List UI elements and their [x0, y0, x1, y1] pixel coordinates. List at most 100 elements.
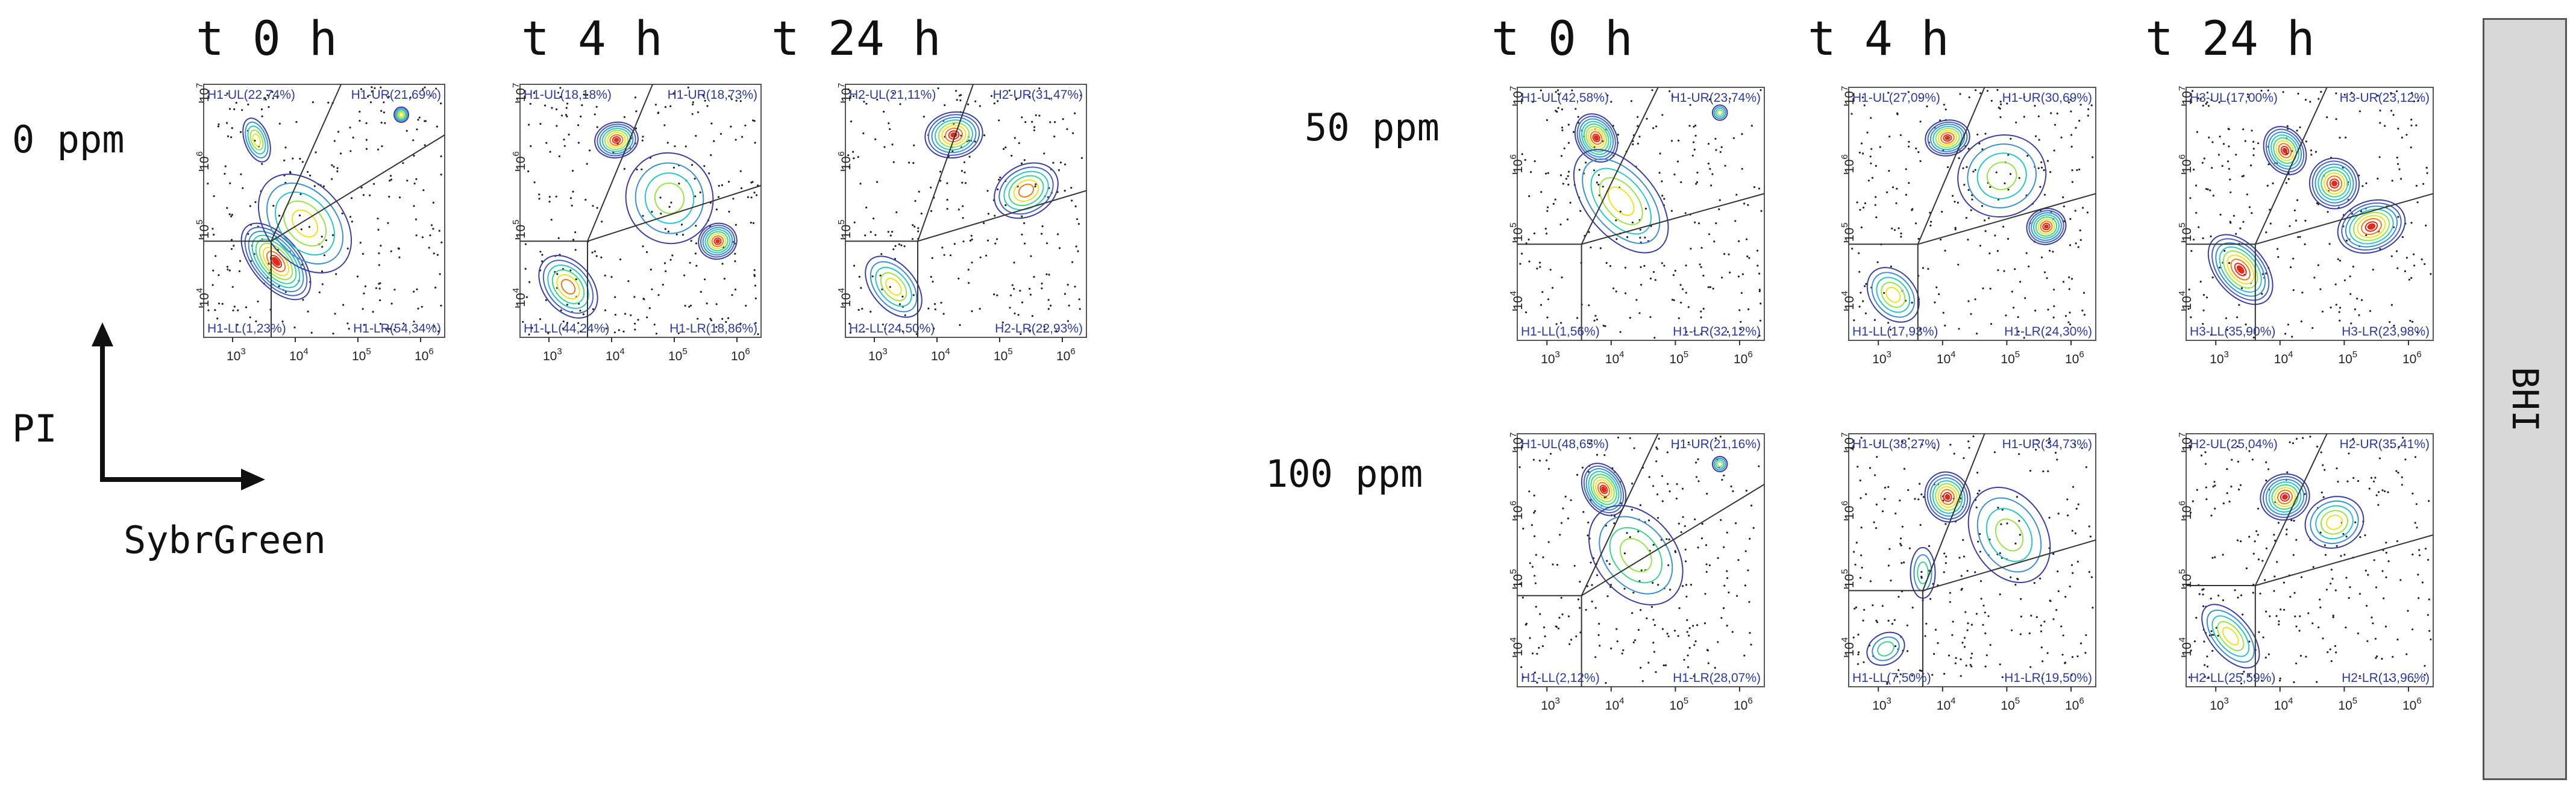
event-dot — [2050, 112, 2052, 114]
x-tick-label: 105 — [668, 346, 688, 363]
event-dot — [1609, 265, 1611, 267]
event-dot — [1538, 646, 1540, 649]
event-dot — [2052, 552, 2055, 555]
event-dot — [739, 322, 742, 325]
contour-ring — [1876, 277, 1911, 313]
event-dot — [1967, 622, 1969, 625]
event-dot — [2195, 616, 2198, 619]
contour-ring — [2324, 172, 2345, 195]
event-dot — [1901, 562, 1903, 564]
event-dot — [1054, 121, 1056, 123]
event-dot — [556, 108, 558, 111]
event-dot — [633, 296, 636, 298]
x-tick-label: 106 — [2402, 349, 2422, 366]
x-tick-label: 105 — [994, 346, 1013, 363]
event-dot — [2404, 270, 2406, 272]
event-dot — [1746, 238, 1748, 240]
event-dot — [1874, 474, 1876, 477]
event-dot — [1688, 627, 1691, 630]
event-dot — [1559, 223, 1562, 226]
event-dot — [2317, 264, 2319, 266]
event-dot — [2397, 472, 2399, 474]
contour-ring — [2337, 199, 2406, 254]
event-dot — [2069, 586, 2071, 588]
event-dot — [228, 213, 231, 216]
event-dot — [2049, 599, 2051, 602]
event-dot — [860, 287, 862, 289]
event-dot — [2377, 504, 2380, 506]
event-dot — [2374, 637, 2377, 640]
event-dot — [962, 217, 964, 219]
event-dot — [1876, 621, 1878, 623]
event-dot — [735, 99, 738, 102]
event-dot — [1732, 490, 1734, 492]
event-dot — [1661, 475, 1664, 477]
event-dot — [360, 88, 363, 90]
event-dot — [1606, 595, 1609, 598]
density-contours — [240, 106, 409, 301]
event-dot — [1033, 276, 1035, 278]
event-dot — [1612, 287, 1615, 290]
contour-ring — [1713, 106, 1726, 119]
event-dot — [1593, 319, 1596, 322]
contour-ring — [1585, 468, 1622, 511]
contour-ring — [597, 123, 636, 157]
event-dot — [998, 119, 1000, 122]
quadrant-label-ll: H2-LL(25,59%) — [2190, 671, 2275, 685]
event-dot — [1068, 304, 1070, 307]
event-dot — [1558, 616, 1561, 619]
event-dot — [371, 90, 373, 93]
contour-ring — [625, 152, 714, 245]
event-dot — [1525, 311, 1528, 314]
event-dot — [1626, 236, 1629, 239]
contour-ring — [1976, 152, 2027, 199]
event-dot — [983, 134, 986, 137]
event-dot — [1962, 167, 1964, 169]
event-dot — [2352, 477, 2355, 479]
event-dot — [1743, 202, 1746, 205]
event-dot — [853, 221, 856, 223]
event-dot — [655, 333, 657, 335]
event-dot — [230, 215, 233, 217]
event-dot — [1691, 154, 1694, 157]
contour-ring — [938, 122, 970, 148]
event-dot — [2200, 454, 2203, 457]
event-dot — [527, 170, 530, 172]
event-dot — [1680, 181, 1682, 184]
event-dot — [1041, 287, 1043, 290]
event-dot — [2202, 309, 2205, 311]
event-dot — [421, 305, 423, 308]
event-dot — [753, 120, 756, 122]
event-dot — [2414, 522, 2416, 524]
event-dot — [884, 328, 886, 330]
event-dot — [1884, 486, 1887, 489]
event-dot — [2352, 438, 2354, 440]
event-dot — [2418, 597, 2420, 599]
event-dot — [1700, 266, 1702, 268]
event-dot — [2188, 289, 2190, 291]
panel-50ppm-t0: H1-UL(42,58%) H1-UR(23,74%) H1-LL(1,56%) H1… — [1482, 81, 1772, 386]
event-dot — [968, 282, 970, 284]
event-dot — [680, 223, 683, 226]
event-dot — [315, 151, 317, 154]
density-contours — [538, 121, 738, 319]
x-tick-label: 103 — [1541, 349, 1560, 366]
x-tick-label: 104 — [1605, 349, 1625, 366]
event-dot — [900, 244, 903, 246]
event-dot — [1922, 496, 1925, 498]
event-dot — [1863, 661, 1865, 663]
contour-ring — [2325, 514, 2343, 530]
event-dot — [1700, 316, 1702, 319]
event-dot — [2195, 211, 2198, 214]
event-dot — [2286, 528, 2288, 531]
event-dot — [2283, 581, 2285, 584]
event-dot — [1710, 184, 1713, 187]
contour-ring — [2219, 246, 2262, 293]
event-dot — [2385, 542, 2387, 544]
event-dot — [1632, 641, 1635, 643]
event-dot — [1555, 110, 1557, 112]
event-dot — [1518, 466, 1521, 469]
event-dot — [2424, 263, 2426, 265]
event-dot — [2048, 334, 2050, 336]
event-dot — [2405, 653, 2408, 655]
